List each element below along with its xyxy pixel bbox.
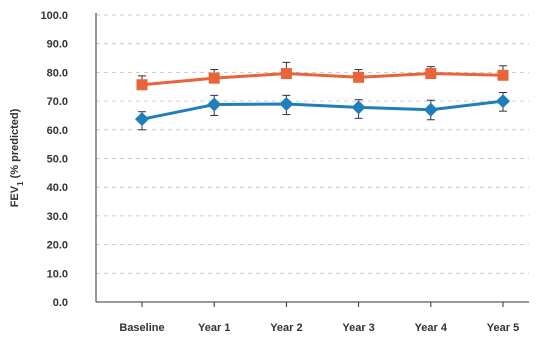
y-tick-label: 70.0 [47,96,68,108]
x-tick-label: Year 3 [342,322,374,334]
data-point [279,96,294,111]
series-line [141,99,504,121]
series-diamond [135,91,510,131]
data-point [423,102,438,117]
data-point [207,97,222,112]
data-point [497,69,509,81]
x-tick-label: Baseline [119,322,164,334]
axes [95,13,529,307]
x-tick-label: Year 4 [415,322,448,334]
y-tick-label: 50.0 [47,154,68,166]
series-square [136,61,509,91]
data-point [351,100,366,115]
y-axis-title-main: FEV [9,185,21,207]
y-tick-labels: 0.0 10.0 20.0 30.0 40.0 50.0 60.0 70.0 80.0 90.0 1… [40,10,68,309]
data-point [280,68,292,80]
data-point [425,68,437,80]
x-tick-label: Year 5 [487,322,519,334]
data-point [135,112,149,127]
y-tick-label: 20.0 [47,240,68,252]
series-line [141,72,504,87]
data-point [496,94,510,109]
x-tick-label: Year 1 [198,322,230,334]
y-tick-label: 40.0 [47,182,68,194]
y-axis-title-subscript: 1 [16,181,25,186]
y-tick-label: 10.0 [47,268,68,280]
y-axis-title-suffix: (% predicted) [9,108,21,181]
y-tick-label: 80.0 [47,67,68,79]
x-tick-labels: Baseline Year 1 Year 2 Year 3 Year 4 Year 5 [119,322,519,334]
y-tick-label: 0.0 [53,297,68,309]
y-tick-label: 30.0 [47,211,68,223]
data-point [353,71,365,83]
y-tick-label: 90.0 [47,39,68,51]
y-tick-label: 100.0 [40,10,68,22]
y-tick-label: 60.0 [47,125,68,137]
x-tick-label: Year 2 [270,322,302,334]
data-point [208,72,220,84]
y-axis-title: FEV1 (% predicted) [9,108,25,207]
series [135,61,510,131]
data-point [136,79,148,91]
gridlines [96,14,529,274]
